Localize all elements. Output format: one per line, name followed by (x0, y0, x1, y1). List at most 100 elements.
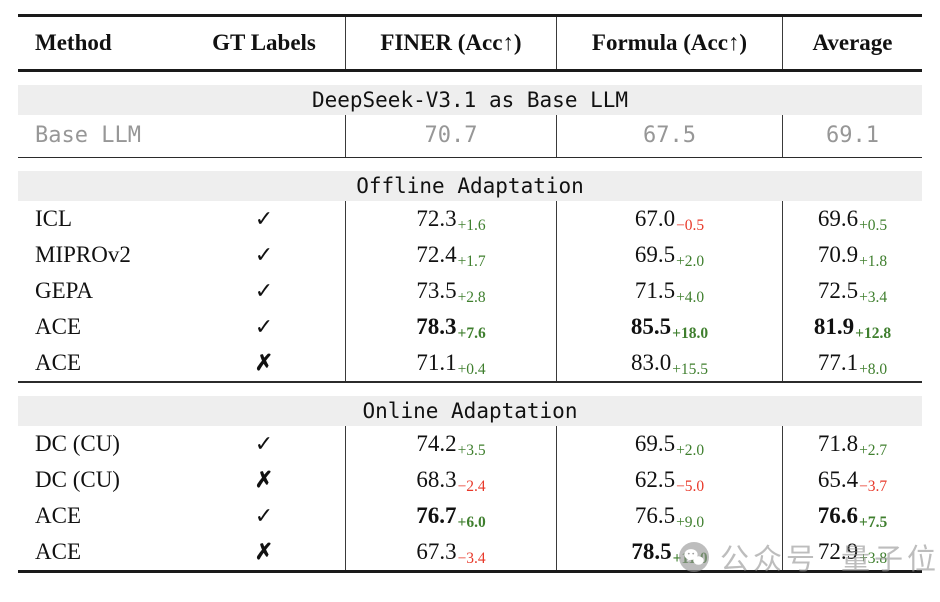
metric-value: 83.0 (630, 350, 672, 375)
method-cell: Base LLM (35, 123, 141, 148)
metric-value: 78.3 (416, 314, 457, 339)
metric-delta: +11.0 (672, 549, 708, 567)
table-row: ICL ✓ 72.3 +1.6 67.0 −0.5 69.6 +0.5 (18, 201, 922, 237)
metric-value: 71.1 (416, 350, 457, 375)
metric-delta: +0.5 (859, 217, 888, 234)
cross-icon: ✗ (254, 466, 274, 492)
metric-value: 76.6 (817, 502, 859, 528)
formula-cell: 62.5 −5.0 (556, 461, 782, 498)
metric-delta: +2.0 (676, 441, 705, 459)
check-icon: ✓ (254, 502, 274, 528)
cross-icon: ✗ (254, 350, 274, 375)
metric-delta: +15.5 (672, 361, 709, 378)
method-cell: DC (CU) (35, 430, 120, 456)
metric-value: 71.8 (817, 430, 859, 456)
finer-cell: 72.4 +1.7 (345, 237, 556, 273)
section-rule (18, 381, 922, 383)
header-formula: Formula (Acc↑) (556, 17, 782, 69)
check-icon: ✓ (254, 206, 274, 231)
gt-labels-cell: ✗ (183, 462, 345, 498)
finer-cell: 71.1 +0.4 (345, 345, 556, 381)
metric-delta: +7.5 (859, 513, 888, 531)
check-icon: ✓ (254, 242, 274, 267)
metric-value: 72.5 (817, 278, 859, 303)
table-row: ACE ✓ 78.3 +7.6 85.5 +18.0 81.9 +12.8 (18, 309, 922, 345)
metric-delta: +18.0 (672, 325, 709, 342)
header-rule (18, 69, 922, 72)
metric-value: 77.1 (817, 350, 859, 375)
table-row: GEPA ✓ 73.5 +2.8 71.5 +4.0 72.5 +3.4 (18, 273, 922, 309)
method-cell: DC (CU) (35, 466, 120, 492)
average-cell: 69.6 +0.5 (782, 201, 922, 237)
metric-delta: +1.8 (859, 253, 888, 270)
method-cell: ACE (35, 314, 81, 339)
method-cell: ACE (35, 502, 81, 528)
header-average: Average (782, 17, 922, 69)
metric-value: 72.3 (416, 206, 457, 231)
section-banner: Online Adaptation (18, 395, 922, 426)
gt-labels-cell (183, 115, 345, 157)
formula-cell: 69.5 +2.0 (556, 425, 782, 462)
metric-value: 68.3 (416, 466, 457, 492)
section-banner: Offline Adaptation (18, 171, 922, 201)
metric-value: 69.6 (817, 206, 859, 231)
metric-value: 70.7 (424, 123, 478, 148)
average-cell: 70.9 +1.8 (782, 237, 922, 273)
cross-icon: ✗ (254, 538, 274, 564)
metric-delta: −3.7 (859, 477, 888, 495)
table-row: Base LLM 70.7 67.5 69.1 (18, 114, 922, 157)
metric-value: 72.9 (817, 538, 859, 564)
gt-labels-cell: ✓ (183, 237, 345, 273)
gt-labels-cell: ✓ (183, 201, 345, 237)
check-icon: ✓ (254, 278, 274, 303)
metric-delta: +3.5 (457, 441, 486, 459)
table-row: ACE ✓ 76.7 +6.0 76.5 +9.0 76.6 +7.5 (18, 497, 922, 534)
metric-delta: +12.8 (855, 325, 892, 342)
formula-cell: 67.5 (556, 114, 782, 157)
average-cell: 65.4 −3.7 (782, 461, 922, 498)
finer-cell: 70.7 (345, 114, 556, 157)
metric-delta: −3.4 (457, 549, 486, 567)
metric-delta: +1.7 (457, 253, 486, 270)
gt-labels-cell: ✓ (183, 426, 345, 462)
metric-delta: +2.7 (859, 441, 888, 459)
average-cell: 81.9 +12.8 (782, 309, 922, 345)
table-body: DeepSeek-V3.1 as Base LLM Base LLM 70.7 67.… (18, 84, 922, 570)
formula-cell: 67.0 −0.5 (556, 201, 782, 237)
metric-delta: +6.0 (457, 513, 486, 531)
gt-labels-cell: ✗ (183, 345, 345, 381)
check-icon: ✓ (254, 314, 274, 339)
metric-delta: −0.5 (676, 217, 705, 234)
metric-delta: +0.4 (457, 361, 486, 378)
method-cell: ICL (35, 206, 73, 231)
metric-value: 67.3 (416, 538, 457, 564)
check-icon: ✓ (254, 430, 274, 456)
gt-labels-cell: ✓ (183, 498, 345, 534)
finer-cell: 76.7 +6.0 (345, 497, 556, 534)
section-rule (18, 156, 922, 158)
metric-delta: +1.6 (457, 217, 486, 234)
metric-delta: −5.0 (676, 477, 705, 495)
method-cell: MIPROv2 (35, 242, 131, 267)
metric-value: 81.9 (813, 314, 855, 339)
average-cell: 71.8 +2.7 (782, 425, 922, 462)
table-row: ACE ✗ 67.3 −3.4 78.5 +11.0 72.9 +3.8 (18, 533, 922, 570)
metric-value: 70.9 (817, 242, 859, 267)
metric-delta: +3.4 (859, 289, 888, 306)
metric-delta: +7.6 (457, 325, 486, 342)
formula-cell: 76.5 +9.0 (556, 497, 782, 534)
header-gt-labels: GT Labels (212, 30, 316, 55)
metric-value: 71.5 (634, 278, 676, 303)
finer-cell: 74.2 +3.5 (345, 425, 556, 462)
finer-cell: 72.3 +1.6 (345, 201, 556, 237)
results-table: Method GT Labels FINER (Acc↑) Formula (A… (18, 14, 922, 573)
average-cell: 72.9 +3.8 (782, 533, 922, 570)
metric-value: 72.4 (416, 242, 457, 267)
finer-cell: 67.3 −3.4 (345, 533, 556, 570)
metric-value: 67.0 (634, 206, 676, 231)
metric-value: 73.5 (416, 278, 457, 303)
table-header-row: Method GT Labels FINER (Acc↑) Formula (A… (18, 17, 922, 69)
finer-cell: 73.5 +2.8 (345, 273, 556, 309)
metric-value: 62.5 (634, 466, 676, 492)
metric-value: 67.5 (643, 123, 696, 148)
